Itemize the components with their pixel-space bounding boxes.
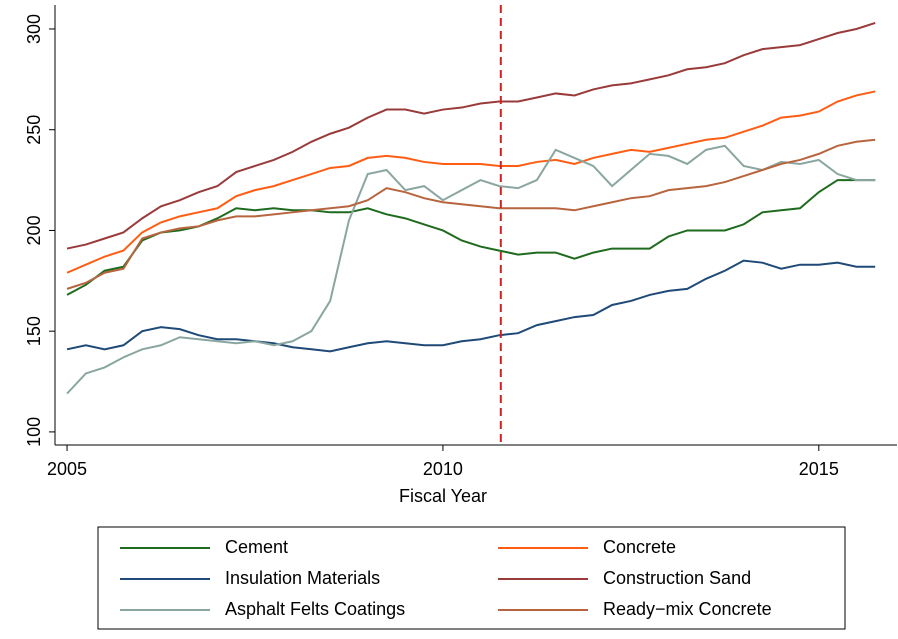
y-tick-label: 100 (24, 417, 44, 447)
series-line (66, 144, 876, 395)
y-tick-label: 200 (24, 215, 44, 245)
y-tick-label: 300 (24, 14, 44, 44)
x-tick-label: 2015 (799, 459, 839, 479)
series-line (66, 259, 876, 353)
x-tick-label: 2005 (47, 459, 87, 479)
legend-label: Asphalt Felts Coatings (225, 599, 405, 619)
y-tick-label: 150 (24, 316, 44, 346)
legend-label: Ready−mix Concrete (603, 599, 772, 619)
y-tick-label: 250 (24, 115, 44, 145)
series-line (66, 138, 876, 290)
x-axis-label: Fiscal Year (399, 486, 487, 506)
legend-label: Cement (225, 537, 288, 557)
legend-label: Construction Sand (603, 568, 751, 588)
legend-label: Concrete (603, 537, 676, 557)
x-tick-label: 2010 (423, 459, 463, 479)
legend-label: Insulation Materials (225, 568, 380, 588)
legend-box (97, 526, 846, 630)
series-line (66, 21, 876, 250)
series-line (66, 90, 876, 274)
